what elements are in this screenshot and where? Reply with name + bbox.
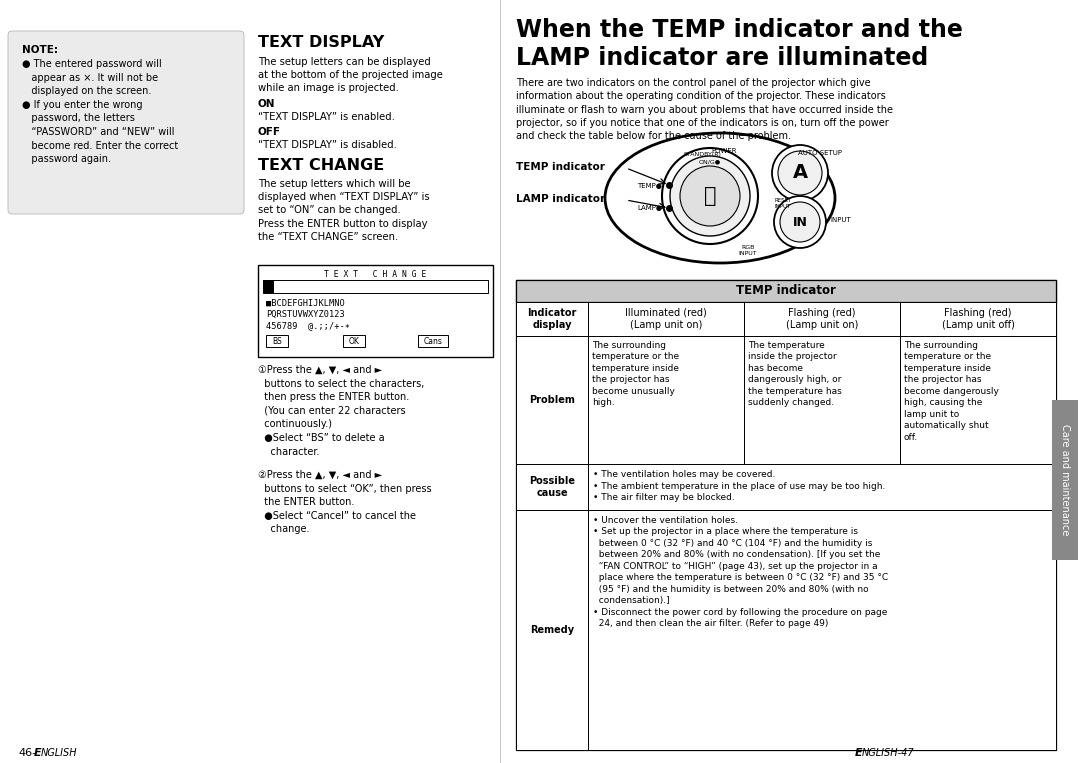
Text: OFF: OFF [258,127,281,137]
Text: The surrounding
temperature or the
temperature inside
the projector has
become d: The surrounding temperature or the tempe… [904,341,999,442]
Text: ON/G●: ON/G● [699,159,721,164]
Text: The temperature
inside the projector
has become
dangerously high, or
the tempera: The temperature inside the projector has… [748,341,841,407]
Bar [744,336,900,464]
Bar [516,464,588,510]
Text: LAMP indicator: LAMP indicator [516,194,605,204]
Ellipse shape [605,133,835,263]
Text: ● The entered password will
   appear as ×. It will not be
   displayed on the s: ● The entered password will appear as ×.… [22,59,178,164]
Text: OK: OK [349,336,360,346]
Text: PQRSTUVWXYZ0123: PQRSTUVWXYZ0123 [266,310,345,319]
Text: RGB: RGB [741,245,755,250]
Text: BS: BS [272,336,282,346]
Text: TEMP indicator: TEMP indicator [737,285,836,298]
Text: TEMP indicator: TEMP indicator [516,162,605,172]
Text: A: A [793,163,808,182]
Bar [900,336,1056,464]
Text: “TEXT DISPLAY” is enabled.: “TEXT DISPLAY” is enabled. [258,112,395,122]
Text: The setup letters which will be
displayed when “TEXT DISPLAY” is
set to “ON” can: The setup letters which will be displaye… [258,179,430,242]
Circle shape [662,148,758,244]
Text: TEMP●: TEMP● [637,183,662,189]
Bar [516,336,588,464]
Text: ⏻: ⏻ [704,186,716,206]
Bar [264,280,488,293]
Text: When the TEMP indicator and the: When the TEMP indicator and the [516,18,963,42]
Bar [258,265,492,357]
Bar [588,510,1056,750]
Text: POWER: POWER [712,148,737,154]
Text: ON: ON [258,99,275,109]
Text: LAMP indicator are illuminated: LAMP indicator are illuminated [516,46,928,70]
Bar [516,280,1056,302]
Text: Possible
cause: Possible cause [529,476,575,498]
Text: AUTO SETUP: AUTO SETUP [798,150,842,156]
Bar [744,510,900,750]
Text: • Uncover the ventilation holes.
• Set up the projector in a place where the tem: • Uncover the ventilation holes. • Set u… [593,516,888,628]
Text: The setup letters can be displayed
at the bottom of the projected image
while an: The setup letters can be displayed at th… [258,57,443,93]
Text: INPUT: INPUT [739,251,757,256]
Text: LAMP●: LAMP● [637,205,662,211]
Bar [588,302,744,336]
Text: 46-: 46- [18,748,36,758]
Text: ①Press the ▲, ▼, ◄ and ►
  buttons to select the characters,
  then press the EN: ①Press the ▲, ▼, ◄ and ► buttons to sele… [258,365,424,456]
Text: TEXT DISPLAY: TEXT DISPLAY [258,35,384,50]
Bar [900,464,1056,510]
Text: • The ventilation holes may be covered.
• The ambient temperature in the place o: • The ventilation holes may be covered. … [593,470,886,502]
Text: Problem: Problem [529,395,575,405]
Text: NGLISH-47: NGLISH-47 [862,748,915,758]
Text: “TEXT DISPLAY” is disabled.: “TEXT DISPLAY” is disabled. [258,140,396,150]
Text: E: E [33,748,42,758]
Bar [588,464,1056,510]
Text: TEXT CHANGE: TEXT CHANGE [258,158,384,173]
Circle shape [780,202,820,242]
Text: Indicator
display: Indicator display [527,307,577,330]
Bar [516,302,588,336]
Bar [516,280,1056,750]
Bar [264,280,274,293]
Text: Flashing (red)
(Lamp unit off): Flashing (red) (Lamp unit off) [942,307,1014,330]
Text: T E X T   C H A N G E: T E X T C H A N G E [324,270,427,279]
Circle shape [778,151,822,195]
Bar [588,464,744,510]
Text: STANDBY(R): STANDBY(R) [684,152,721,157]
Text: Flashing (red)
(Lamp unit on): Flashing (red) (Lamp unit on) [786,307,859,330]
Circle shape [670,156,750,236]
Text: NGLISH: NGLISH [41,748,78,758]
Text: There are two indicators on the control panel of the projector which give
inform: There are two indicators on the control … [516,78,893,141]
Bar [418,335,448,347]
Bar [900,302,1056,336]
Bar [588,510,744,750]
Bar [744,302,900,336]
Bar [900,510,1056,750]
Text: Care and maintenance: Care and maintenance [1059,424,1070,536]
Text: INPUT: INPUT [774,204,792,210]
Bar [744,464,900,510]
Bar [516,510,588,750]
Circle shape [680,166,740,226]
Bar [343,335,365,347]
Text: The surrounding
temperature or the
temperature inside
the projector has
become u: The surrounding temperature or the tempe… [592,341,679,407]
Text: ②Press the ▲, ▼, ◄ and ►
  buttons to select “OK”, then press
  the ENTER button: ②Press the ▲, ▼, ◄ and ► buttons to sele… [258,470,432,534]
Bar [1052,400,1078,560]
Text: RESET: RESET [774,198,792,202]
Bar [588,336,744,464]
Circle shape [774,196,826,248]
Text: Remedy: Remedy [530,625,575,635]
Text: INPUT: INPUT [831,217,851,223]
Text: ■BCDEFGHIJKLMNO: ■BCDEFGHIJKLMNO [266,299,345,308]
Text: IN: IN [793,215,808,228]
Text: E: E [855,748,863,758]
Circle shape [772,145,828,201]
Text: 456789  @.;;/+-∗: 456789 @.;;/+-∗ [266,321,350,330]
Bar [266,335,288,347]
FancyBboxPatch shape [8,31,244,214]
Text: NOTE:: NOTE: [22,45,58,55]
Text: Illuminated (red)
(Lamp unit on): Illuminated (red) (Lamp unit on) [625,307,707,330]
Text: Cans: Cans [423,336,443,346]
